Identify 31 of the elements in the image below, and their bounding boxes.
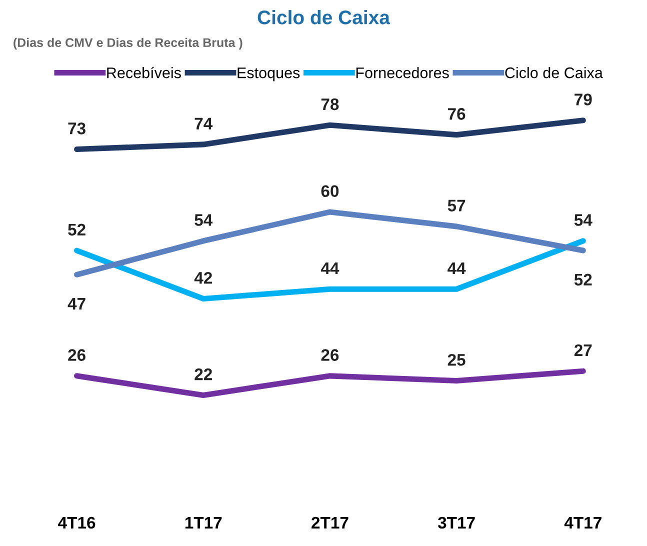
data-label: 54 [574,214,592,226]
legend-label: Recebíveis [107,66,181,78]
data-label: 74 [194,118,213,130]
x-tick-label: 1T17 [185,517,222,528]
data-label: 73 [68,122,86,134]
data-label: 47 [68,298,86,310]
legend-label: Ciclo de Caixa [505,67,603,78]
data-label: 52 [574,274,592,286]
x-tick-label: 4T16 [58,516,96,529]
data-label: 52 [68,224,86,236]
data-label: 44 [448,262,466,274]
data-label: 26 [68,349,86,361]
data-label: 25 [448,354,466,366]
chart-title: Ciclo de Caixa [258,10,390,24]
x-tick-label: 4T17 [564,517,602,528]
data-label: 54 [194,214,213,226]
data-label: 60 [321,185,339,197]
data-label: 78 [321,98,339,110]
data-label: 22 [194,368,212,380]
legend-label: Fornecedores [356,67,449,78]
legend-label: Estoques [238,68,300,82]
data-label: 27 [574,344,592,356]
data-label: 76 [448,108,466,120]
chart-subtitle: (Dias de CMV e Dias de Receita Bruta ) [14,38,242,50]
x-tick-label: 2T17 [312,516,348,528]
data-label: 44 [320,262,340,274]
data-label: 42 [194,272,212,284]
data-label: 79 [574,94,592,106]
data-label: 57 [448,200,466,212]
data-label: 26 [321,349,339,361]
x-tick-label: 3T17 [438,516,475,529]
